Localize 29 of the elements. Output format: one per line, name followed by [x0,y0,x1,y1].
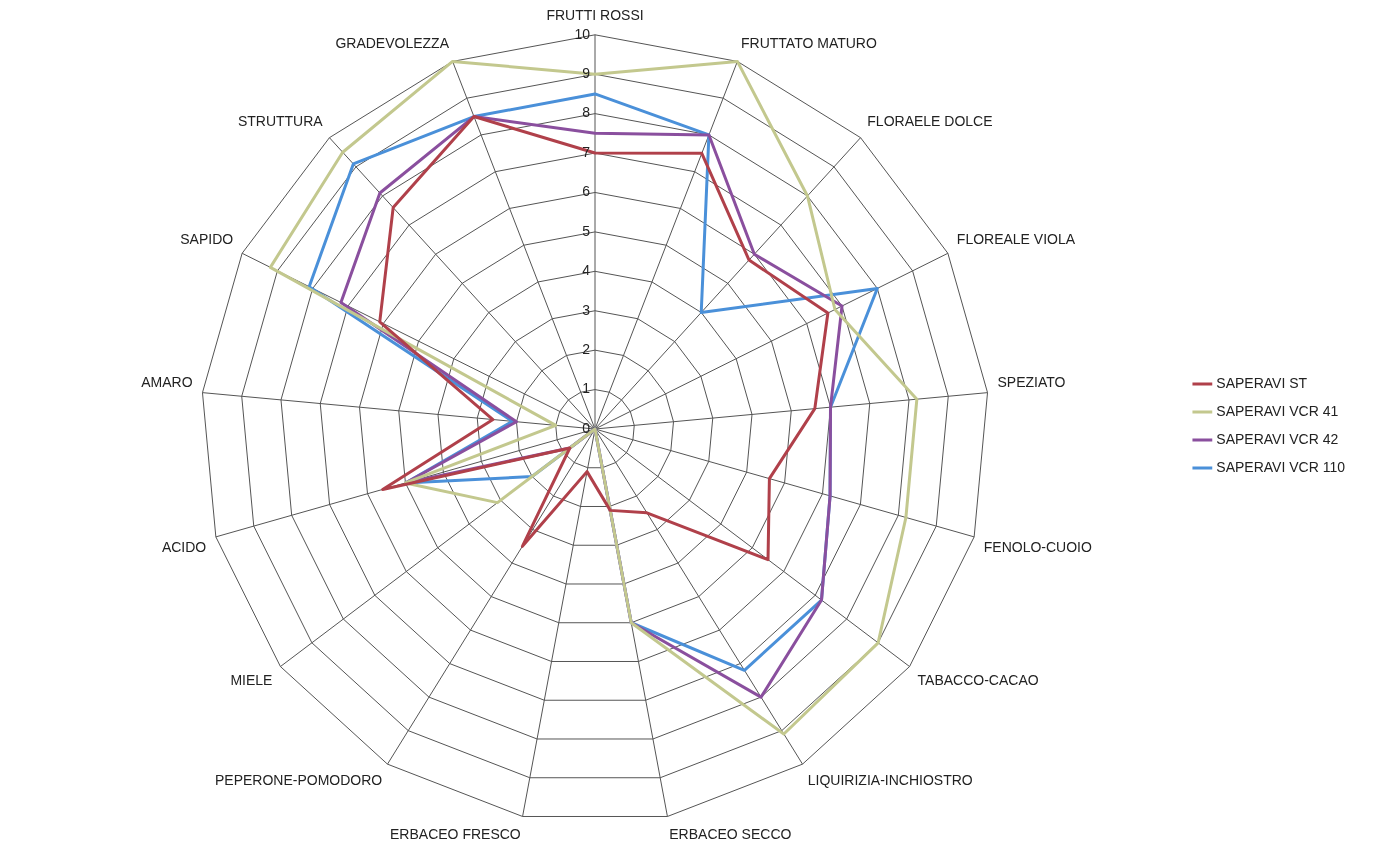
y-tick-label: 5 [582,222,591,239]
spoke-label: STRUTTURA [237,112,324,129]
spoke-label: GRADEVOLEZZA [335,34,450,51]
spoke-label: ERBACEO SECCO [669,825,792,842]
spoke-label: FENOLO-CUOIO [983,538,1092,555]
spoke-label: LIQUIRIZIA-INCHIOSTRO [807,771,973,788]
legend-label: SAPERAVI ST [1216,374,1308,391]
y-tick-label: 2 [582,341,591,358]
legend-label: SAPERAVI VCR 41 [1216,402,1339,419]
y-tick-label: 1 [582,380,591,397]
spoke-label: PEPERONE-POMODORO [214,771,383,788]
spoke-label: ERBACEO FRESCO [390,825,521,842]
spoke-label: FLORAELE DOLCE [867,112,993,129]
spoke-label: FRUTTATO MATURO [741,34,877,51]
spoke-label: SPEZIATO [997,374,1066,391]
spoke-label: FLOREALE VIOLA [956,231,1076,248]
y-tick-label: 9 [582,65,591,82]
legend-label: SAPERAVI VCR 110 [1216,458,1346,475]
spoke-label: AMARO [141,374,193,391]
spoke-label: MIELE [230,671,273,688]
spoke-label: ACIDO [161,538,207,555]
spoke-label: TABACCO-CACAO [917,671,1039,688]
y-tick-label: 10 [574,25,591,42]
legend-label: SAPERAVI VCR 42 [1216,430,1339,447]
y-tick-label: 3 [582,301,591,318]
y-tick-label: 8 [582,104,591,121]
y-tick-label: 0 [582,419,591,436]
spoke-label: SAPIDO [180,231,234,248]
spoke-label: FRUTTI ROSSI [546,7,644,24]
